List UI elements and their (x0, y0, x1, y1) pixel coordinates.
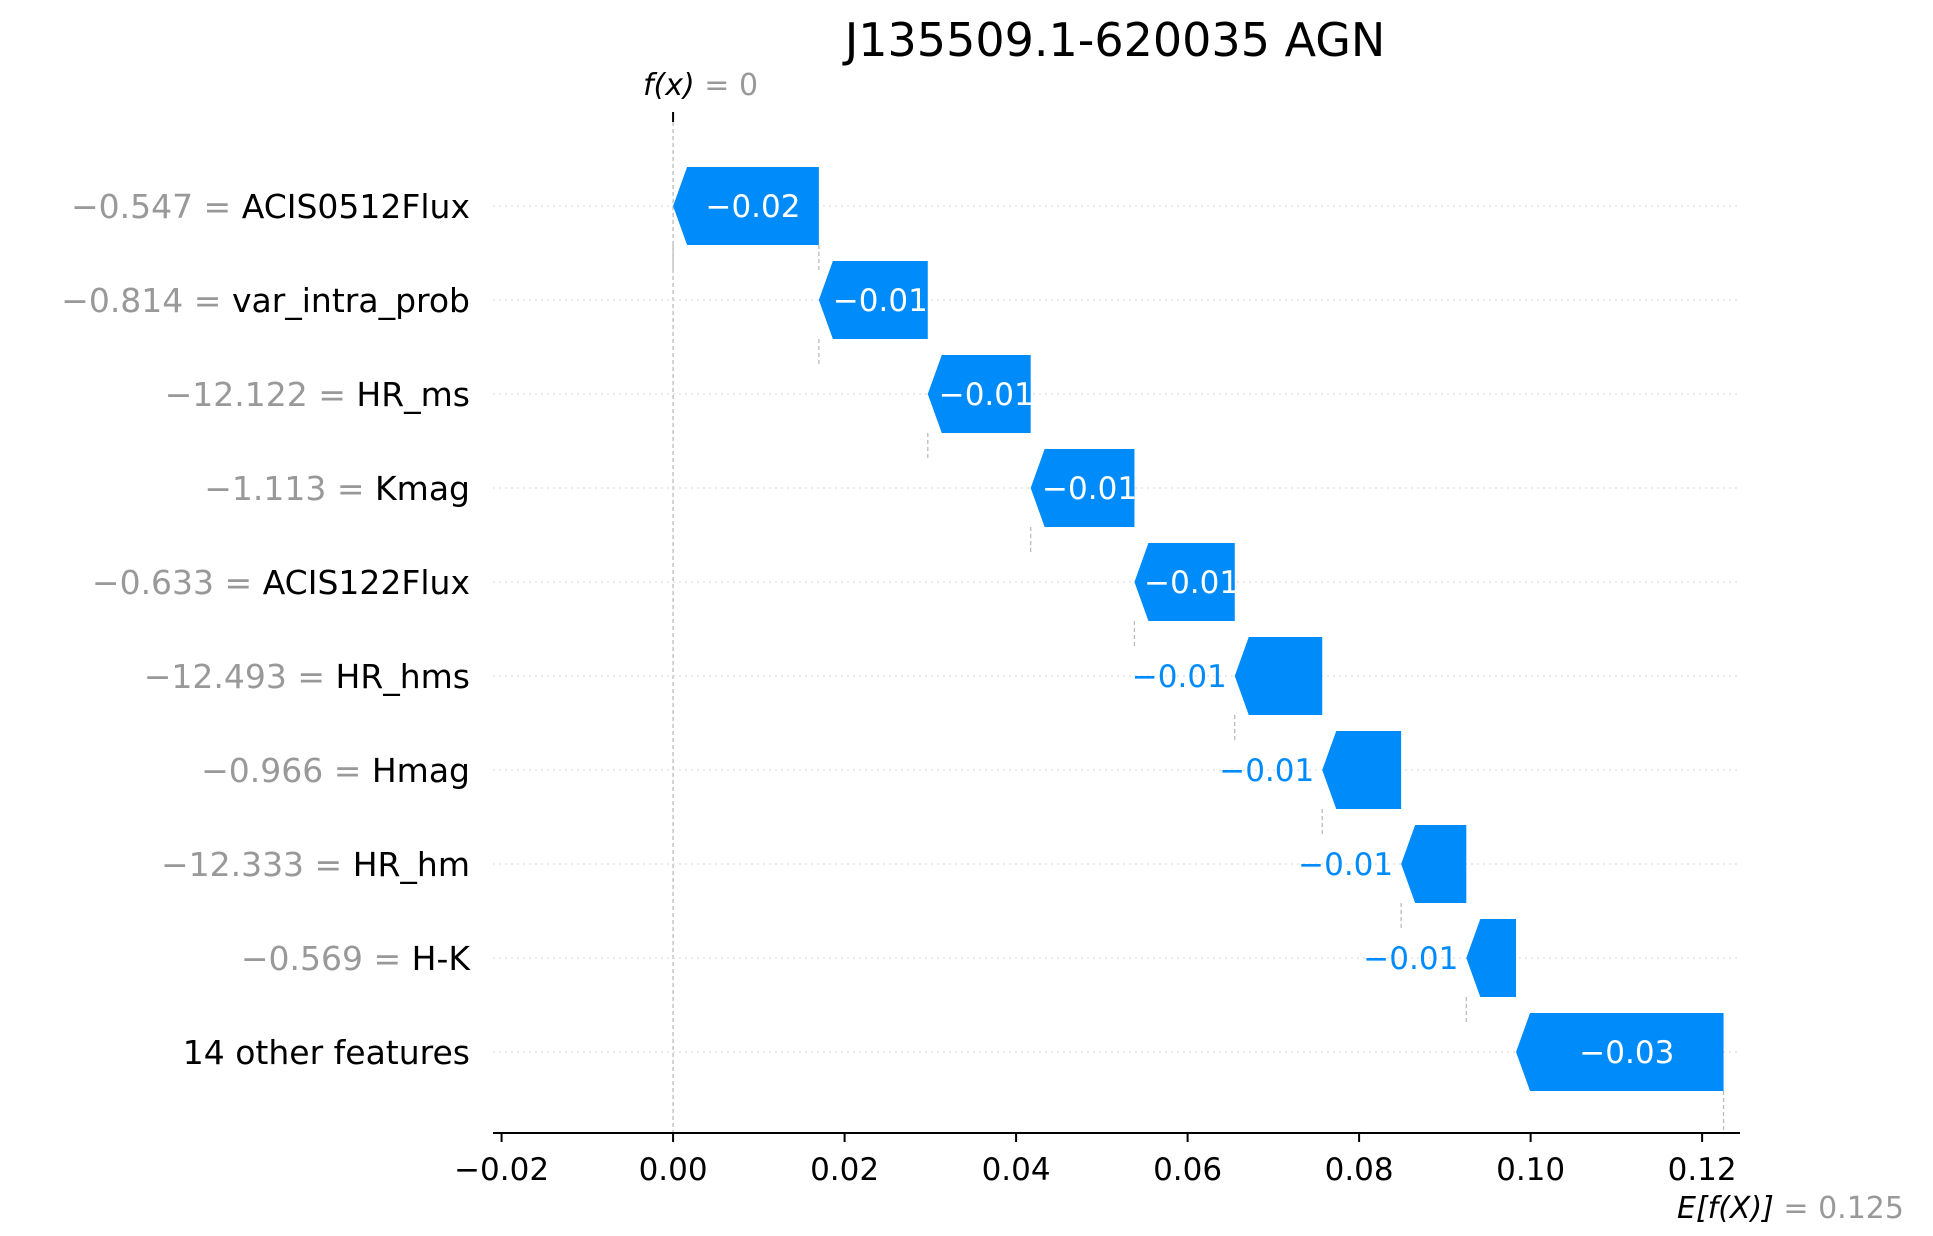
feature-name: HR_hm (353, 845, 470, 884)
bar-value-label: −0.01 (1042, 471, 1137, 507)
bar-Hmag (1322, 731, 1402, 809)
bar-H-K (1466, 919, 1517, 997)
bars-layer: −0.02 −0.01 −0.01 −0.01 −0.01 −0.01 −0.01 −0.01… (673, 167, 1724, 1091)
x-tick-label: −0.02 (454, 1152, 549, 1188)
bar-ACIS122Flux (1134, 543, 1235, 621)
bar-ACIS0512Flux (673, 167, 819, 245)
x-tick-label: 0.06 (1153, 1152, 1222, 1188)
feature-value: −0.966 = (201, 751, 372, 790)
grid-layer (493, 112, 1740, 1133)
feature-name: Kmag (375, 469, 470, 508)
bar-value-label: −0.01 (1144, 565, 1239, 601)
x-tick-label: 0.00 (639, 1152, 708, 1188)
feature-name: var_intra_prob (232, 281, 470, 320)
feature-label: −0.814 = var_intra_prob (61, 281, 470, 320)
feature-name: ACIS122Flux (263, 563, 470, 602)
bar-HR_ms (927, 355, 1031, 433)
output-value-text: = 0 (695, 68, 758, 103)
bar-value-label: −0.01 (1219, 753, 1314, 789)
feature-label: −0.966 = Hmag (201, 751, 470, 790)
bar-HR_hms (1234, 637, 1323, 715)
feature-name: HR_ms (356, 375, 470, 414)
base-value-text: = 0.125 (1774, 1191, 1904, 1226)
feature-name: 14 other features (183, 1033, 470, 1072)
feature-name: HR_hms (336, 657, 471, 696)
bar-value-label: −0.01 (939, 377, 1034, 413)
feature-label: −0.633 = ACIS122Flux (92, 563, 470, 602)
feature-name: Hmag (372, 751, 470, 790)
x-tick-label: 0.02 (810, 1152, 879, 1188)
x-axis: −0.02 0.00 0.02 0.04 0.06 0.08 0.10 0.12 (454, 1132, 1740, 1188)
output-value-label: f(x) (643, 68, 695, 103)
x-tick-label: 0.04 (982, 1152, 1051, 1188)
feature-name: ACIS0512Flux (242, 187, 470, 226)
feature-label: 14 other features (183, 1033, 470, 1072)
bar-value-label: −0.01 (1132, 659, 1227, 695)
output-value-annotation: f(x) = 0 (643, 68, 758, 103)
x-tick-label: 0.12 (1668, 1152, 1737, 1188)
x-tick-label: 0.10 (1496, 1152, 1565, 1188)
feature-value: −12.493 = (144, 657, 336, 696)
bar-value-label: −0.01 (1363, 941, 1458, 977)
feature-value: −0.547 = (71, 187, 242, 226)
base-value-annotation: E[f(X)] = 0.125 (1677, 1191, 1904, 1226)
bar-value-label: −0.01 (833, 283, 928, 319)
bar-value-label: −0.01 (1298, 847, 1393, 883)
feature-value: −0.814 = (61, 281, 232, 320)
feature-label: −12.333 = HR_hm (161, 845, 470, 884)
feature-value: −0.569 = (241, 939, 412, 978)
feature-label: −1.113 = Kmag (204, 469, 470, 508)
feature-value: −0.633 = (92, 563, 263, 602)
bar-HR_hm (1401, 825, 1467, 903)
bar-var_intra_prob (818, 261, 928, 339)
feature-label: −0.569 = H-K (241, 939, 471, 978)
feature-label: −12.122 = HR_ms (165, 375, 470, 414)
chart-title: J135509.1-620035 AGN (842, 13, 1386, 67)
bar-value-label: −0.02 (705, 189, 800, 225)
feature-value: −12.333 = (161, 845, 353, 884)
x-tick-label: 0.08 (1325, 1152, 1394, 1188)
base-value-label: E[f(X)] (1677, 1191, 1774, 1226)
feature-name: H-K (412, 939, 472, 978)
feature-value: −12.122 = (165, 375, 357, 414)
bar-Kmag (1030, 449, 1135, 527)
feature-label: −12.493 = HR_hms (144, 657, 470, 696)
feature-labels: −0.547 = ACIS0512Flux −0.814 = var_intra_… (61, 187, 471, 1072)
feature-value: −1.113 = (204, 469, 375, 508)
bar-value-label: −0.03 (1579, 1035, 1674, 1071)
feature-label: −0.547 = ACIS0512Flux (71, 187, 470, 226)
bar-14-other-features (1516, 1013, 1724, 1091)
